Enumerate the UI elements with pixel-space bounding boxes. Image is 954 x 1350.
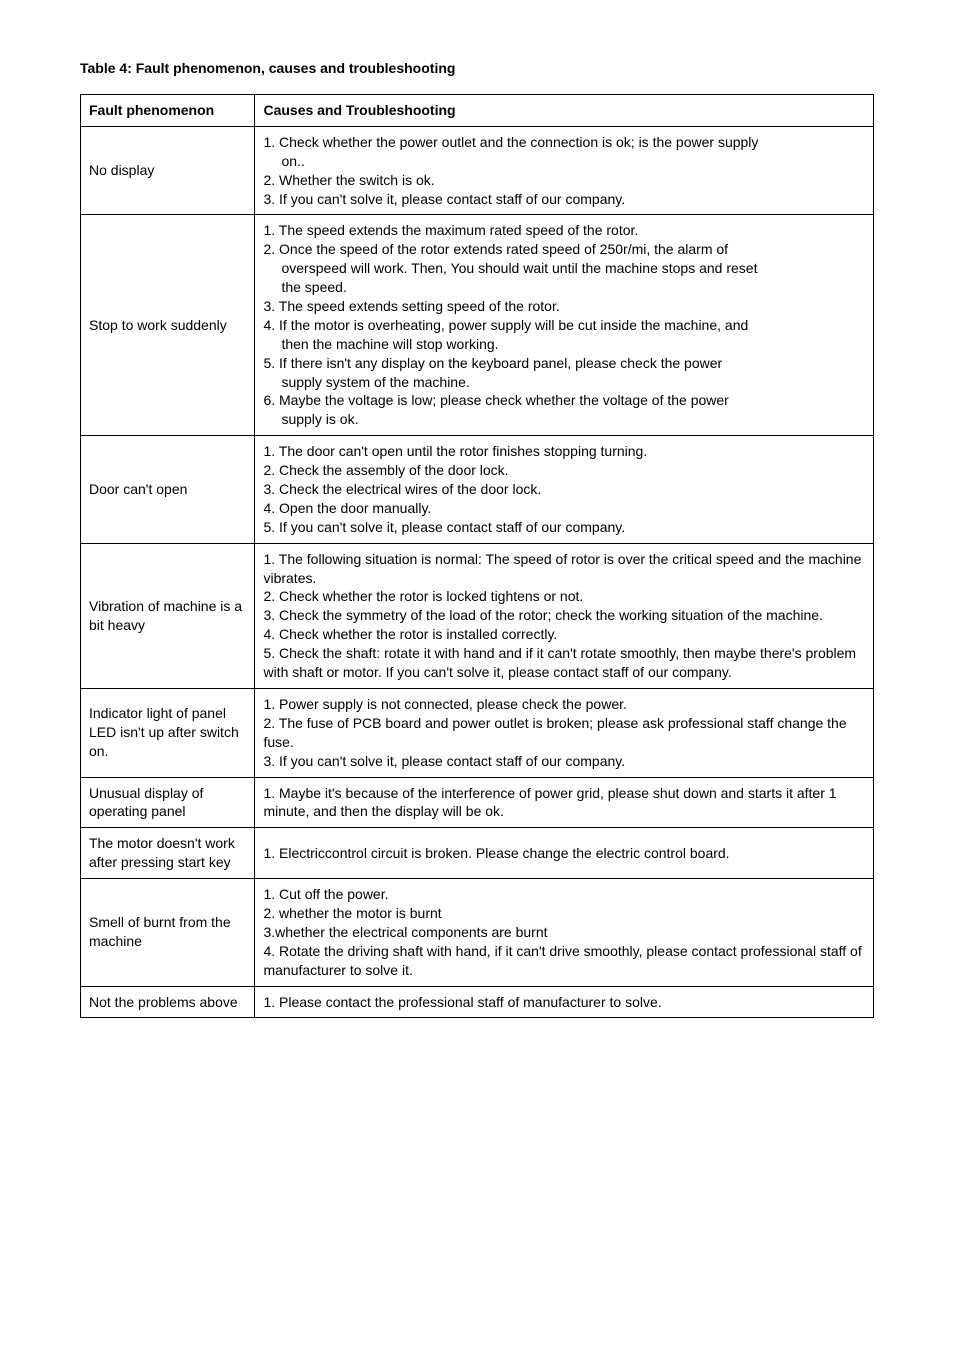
cause-line: 2. Check the assembly of the door lock. <box>263 461 865 480</box>
cause-line: 3. Check the symmetry of the load of the… <box>263 606 865 625</box>
table-title: Table 4: Fault phenomenon, causes and tr… <box>80 60 874 76</box>
header-causes: Causes and Troubleshooting <box>255 95 874 127</box>
fault-phenomenon-cell: Door can't open <box>81 436 255 543</box>
cause-line: 2. Whether the switch is ok. <box>263 171 865 190</box>
cause-line: 2. The fuse of PCB board and power outle… <box>263 714 865 752</box>
cause-line: the speed. <box>263 278 865 297</box>
cause-line: 1. Maybe it's because of the interferenc… <box>263 784 865 822</box>
fault-phenomenon-cell: Unusual display of operating panel <box>81 777 255 828</box>
table-row: Not the problems above 1. Please contact … <box>81 986 874 1018</box>
causes-cell: 1. The speed extends the maximum rated s… <box>255 215 874 436</box>
causes-cell: 1. Please contact the professional staff… <box>255 986 874 1018</box>
cause-line: 3. If you can't solve it, please contact… <box>263 190 865 209</box>
cause-line: 2. whether the motor is burnt <box>263 904 865 923</box>
cause-line: then the machine will stop working. <box>263 335 865 354</box>
cause-line: supply system of the machine. <box>263 373 865 392</box>
cause-line: 1. Check whether the power outlet and th… <box>263 133 865 152</box>
cause-line: 1. Power supply is not connected, please… <box>263 695 865 714</box>
causes-cell: 1. Power supply is not connected, please… <box>255 688 874 777</box>
cause-line: 5. If you can't solve it, please contact… <box>263 518 865 537</box>
fault-phenomenon-cell: Smell of burnt from the machine <box>81 879 255 986</box>
table-row: The motor doesn't work after pressing st… <box>81 828 874 879</box>
causes-cell: 1. Check whether the power outlet and th… <box>255 126 874 215</box>
table-row: No display 1. Check whether the power out… <box>81 126 874 215</box>
cause-line: 4. Open the door manually. <box>263 499 865 518</box>
table-row: Door can't open 1. The door can't open un… <box>81 436 874 543</box>
fault-phenomenon-cell: Not the problems above <box>81 986 255 1018</box>
fault-phenomenon-cell: The motor doesn't work after pressing st… <box>81 828 255 879</box>
table-row: Indicator light of panel LED isn't up af… <box>81 688 874 777</box>
cause-line: 4. Rotate the driving shaft with hand, i… <box>263 942 865 980</box>
cause-line: 3. Check the electrical wires of the doo… <box>263 480 865 499</box>
causes-cell: 1. The door can't open until the rotor f… <box>255 436 874 543</box>
cause-line: 2. Once the speed of the rotor extends r… <box>263 240 865 259</box>
cause-line: 1. Please contact the professional staff… <box>263 993 865 1012</box>
cause-line: 5. If there isn't any display on the key… <box>263 354 865 373</box>
cause-line: 1. The following situation is normal: Th… <box>263 550 865 588</box>
fault-phenomenon-cell: Indicator light of panel LED isn't up af… <box>81 688 255 777</box>
cause-line: 1. Electriccontrol circuit is broken. Pl… <box>263 844 865 863</box>
table-header-row: Fault phenomenon Causes and Troubleshoot… <box>81 95 874 127</box>
cause-line: 3. If you can't solve it, please contact… <box>263 752 865 771</box>
table-row: Vibration of machine is a bit heavy1. Th… <box>81 543 874 688</box>
cause-line: 3.whether the electrical components are … <box>263 923 865 942</box>
causes-cell: 1. Electriccontrol circuit is broken. Pl… <box>255 828 874 879</box>
cause-line: 1. Cut off the power. <box>263 885 865 904</box>
causes-cell: 1. The following situation is normal: Th… <box>255 543 874 688</box>
cause-line: overspeed will work. Then, You should wa… <box>263 259 865 278</box>
table-row: Unusual display of operating panel1. May… <box>81 777 874 828</box>
header-fault: Fault phenomenon <box>81 95 255 127</box>
causes-cell: 1. Cut off the power.2. whether the moto… <box>255 879 874 986</box>
cause-line: 1. The speed extends the maximum rated s… <box>263 221 865 240</box>
cause-line: supply is ok. <box>263 410 865 429</box>
cause-line: 2. Check whether the rotor is locked tig… <box>263 587 865 606</box>
fault-phenomenon-cell: Vibration of machine is a bit heavy <box>81 543 255 688</box>
fault-table: Fault phenomenon Causes and Troubleshoot… <box>80 94 874 1018</box>
cause-line: 4. If the motor is overheating, power su… <box>263 316 865 335</box>
fault-phenomenon-cell: Stop to work suddenly <box>81 215 255 436</box>
cause-line: 5. Check the shaft: rotate it with hand … <box>263 644 865 682</box>
cause-line: on.. <box>263 152 865 171</box>
fault-phenomenon-cell: No display <box>81 126 255 215</box>
cause-line: 4. Check whether the rotor is installed … <box>263 625 865 644</box>
cause-line: 3. The speed extends setting speed of th… <box>263 297 865 316</box>
table-row: Smell of burnt from the machine1. Cut of… <box>81 879 874 986</box>
causes-cell: 1. Maybe it's because of the interferenc… <box>255 777 874 828</box>
cause-line: 6. Maybe the voltage is low; please chec… <box>263 391 865 410</box>
cause-line: 1. The door can't open until the rotor f… <box>263 442 865 461</box>
table-row: Stop to work suddenly 1. The speed extend… <box>81 215 874 436</box>
